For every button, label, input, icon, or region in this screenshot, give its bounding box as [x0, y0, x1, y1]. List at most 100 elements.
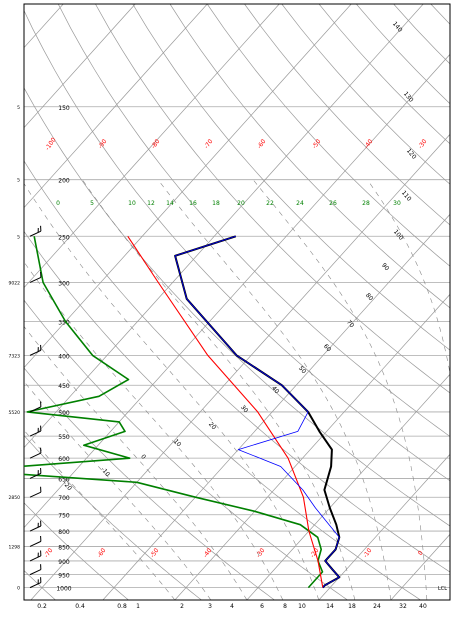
- isotherm-line: [463, 4, 474, 600]
- height-label: 9022: [9, 280, 21, 286]
- isotherm-line: [24, 4, 352, 369]
- wind-barb: [29, 225, 42, 237]
- red-isotherm-label: -20: [309, 547, 320, 559]
- wind-barb: [29, 535, 42, 547]
- plot-frame: [23, 3, 451, 601]
- moist-adiabat-line: [82, 179, 356, 600]
- dry-adiabat-line: [24, 367, 275, 600]
- pressure-label: 800: [58, 529, 70, 536]
- green-scale-label: 20: [237, 200, 245, 207]
- pressure-label: 600: [58, 456, 70, 463]
- wind-barb: [29, 550, 42, 562]
- pressure-label: 300: [58, 280, 70, 287]
- isotherm-line: [24, 4, 280, 289]
- dry-adiabat-line: [318, 4, 450, 145]
- green-scale-label: 18: [212, 200, 220, 207]
- series-virtual-temperature: [174, 235, 340, 588]
- red-isotherm-label: 0: [417, 549, 425, 556]
- mixing-ratio-label: 6: [260, 603, 264, 610]
- series-dewpoint: [24, 236, 324, 589]
- red-isotherm-label: -70: [43, 547, 54, 559]
- red-isotherm-label: -90: [97, 138, 108, 150]
- dry-adiabat-line: [206, 4, 450, 267]
- mixing-ratio-label: 0.8: [117, 603, 127, 610]
- pressure-label: 650: [58, 476, 70, 483]
- red-isotherm-label: -30: [417, 138, 428, 150]
- wind-barb: [29, 486, 42, 498]
- green-scale-label: 28: [362, 200, 370, 207]
- dry-adiabat-line: [24, 299, 348, 600]
- dry-adiabat-line: [57, 4, 450, 437]
- isotherm-line: [318, 453, 450, 600]
- moist-adiabat-line: [24, 381, 212, 600]
- mixing-ratio-label: 0.4: [75, 603, 85, 610]
- pressure-label: 1000: [56, 586, 71, 593]
- pressure-label: 350: [58, 320, 70, 327]
- green-scale-label: 24: [296, 200, 304, 207]
- wind-barb: [29, 401, 42, 413]
- pressure-label: 850: [58, 544, 70, 551]
- height-label: 5: [17, 234, 20, 240]
- isotherm-line: [24, 53, 450, 529]
- pressure-label: 900: [58, 559, 70, 566]
- pressure-label: 400: [58, 353, 70, 360]
- dry-adiabat-line: [24, 230, 421, 600]
- red-isotherm-label: -80: [150, 138, 161, 150]
- dry-adiabat-line: [169, 4, 450, 309]
- dry-adiabat-label: 70: [345, 319, 355, 329]
- wind-barb: [29, 577, 42, 589]
- dry-adiabat-label: 50: [297, 365, 307, 375]
- dry-adiabat-line: [132, 4, 450, 351]
- red-isotherm-label: -60: [256, 138, 267, 150]
- dry-adiabat-label: 60: [322, 343, 332, 353]
- dry-adiabat-label: 90: [380, 262, 390, 272]
- wind-barb: [29, 467, 42, 479]
- dry-adiabat-label: 10: [172, 438, 182, 448]
- mixing-ratio-label: 10: [298, 603, 306, 610]
- pressure-label: 950: [58, 573, 70, 580]
- red-isotherm-label: -40: [363, 138, 374, 150]
- dry-adiabat-line: [24, 434, 202, 600]
- dry-adiabat-label: 100: [392, 228, 405, 241]
- sounding-traces: [24, 235, 341, 589]
- moist-adiabat-line: [24, 261, 284, 600]
- mixing-ratio-label: 14: [326, 603, 334, 610]
- mixing-ratio-label: 4: [230, 603, 234, 610]
- dry-adiabat-label: 130: [402, 90, 415, 103]
- mixing-ratio-label: 32: [399, 603, 407, 610]
- pressure-label: 700: [58, 495, 70, 502]
- isotherm-line: [24, 4, 208, 209]
- pressure-label: 150: [58, 105, 70, 112]
- dry-adiabat-label: -20: [61, 480, 73, 492]
- green-scale-label: 10: [128, 200, 136, 207]
- wind-barb: [29, 564, 42, 576]
- red-isotherm-label: -70: [203, 138, 214, 150]
- wind-barb: [29, 520, 42, 532]
- green-scale-label: 22: [266, 200, 274, 207]
- lcl-label: LCL: [438, 586, 447, 592]
- dry-adiabat-line: [24, 570, 56, 600]
- height-label: 7323: [9, 353, 21, 359]
- moist-adiabat-line: [252, 179, 428, 600]
- dry-adiabat-line: [24, 9, 450, 482]
- red-isotherm-label: -40: [202, 547, 213, 559]
- height-label: 5520: [9, 410, 21, 416]
- moist-adiabat-line: [157, 179, 392, 600]
- grid-lines: [24, 4, 474, 600]
- green-scale-label: 0: [56, 200, 60, 207]
- wind-barbs: [29, 225, 42, 589]
- red-isotherm-label: -100: [44, 136, 58, 151]
- isotherm-line: [102, 213, 450, 600]
- red-isotherm-label: -10: [362, 547, 373, 559]
- isotherm-line: [24, 4, 424, 449]
- wind-barb: [29, 425, 42, 437]
- dry-adiabat-label: 80: [364, 292, 374, 302]
- green-scale-label: 14: [166, 200, 174, 207]
- pressure-label: 750: [58, 513, 70, 520]
- dry-adiabat-line: [468, 4, 474, 600]
- dry-adiabat-line: [24, 87, 450, 527]
- isotherm-line: [246, 373, 450, 600]
- isotherm-line: [174, 293, 450, 600]
- series-parcel: [127, 235, 324, 588]
